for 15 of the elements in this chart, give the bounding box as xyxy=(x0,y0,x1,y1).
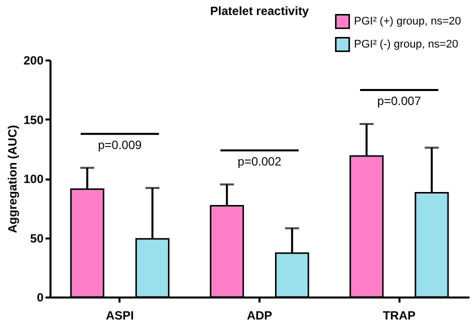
y-tick-label: 50 xyxy=(30,231,44,246)
y-axis-title: Aggregation (AUC) xyxy=(5,125,20,233)
y-tick-label: 150 xyxy=(23,112,44,127)
x-tick-label: ADP xyxy=(246,308,272,322)
legend-label: PGI² (-) group, ns=20 xyxy=(354,38,458,50)
y-tick-label: 200 xyxy=(23,54,44,68)
x-tick-label: TRAP xyxy=(382,308,416,322)
annotation: p=0.009 xyxy=(98,138,142,152)
chart-title: Platelet reactivity xyxy=(210,4,310,18)
y-tick-label: 100 xyxy=(23,172,44,186)
x-tick-label: ASPI xyxy=(106,308,134,322)
legend-label: PGI² (+) group, ns=20 xyxy=(354,16,461,28)
annotation: p=0.007 xyxy=(377,94,422,108)
y-tick-label: 0 xyxy=(36,290,44,304)
annotation: p=0.002 xyxy=(238,154,282,168)
